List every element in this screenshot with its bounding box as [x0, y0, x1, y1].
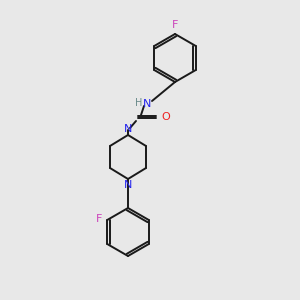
Text: O: O [161, 112, 170, 122]
Text: N: N [124, 180, 132, 190]
Text: N: N [143, 99, 151, 109]
Text: N: N [124, 124, 132, 134]
Text: H: H [135, 98, 143, 108]
Text: F: F [96, 214, 102, 224]
Text: F: F [172, 20, 178, 30]
